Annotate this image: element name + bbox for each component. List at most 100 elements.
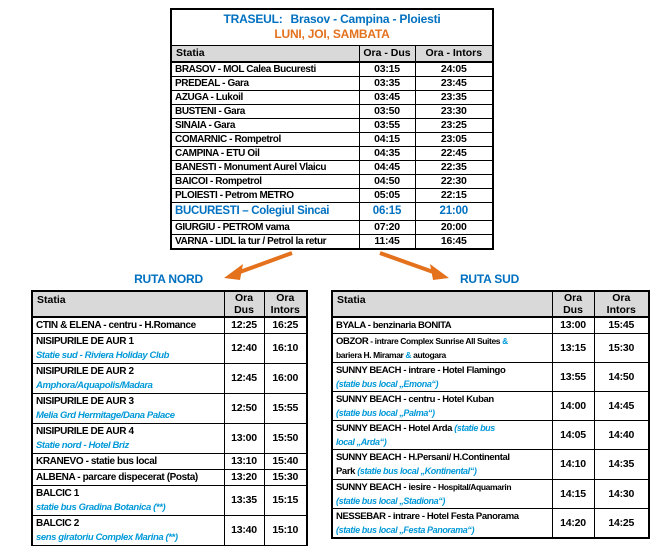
station-subtitle: (statie bus local „Kontinental“) — [357, 466, 477, 476]
dus-time: 03:55 — [358, 117, 416, 133]
header-line: Intors — [606, 304, 636, 316]
station-name: BALCIC 2 sens giratoriu Complex Marina (*… — [36, 516, 221, 545]
station-name: BAICOI - Rompetrol — [175, 175, 262, 187]
intors-time: 15:55 — [263, 392, 308, 424]
station-cell: BYALA - benzinaria BONITA — [331, 316, 553, 334]
station-cell: NESSEBAR - intrare - Hotel Festa Panoram… — [331, 507, 553, 538]
station-subtitle: (statie bus — [454, 422, 495, 433]
station-name: NISIPURILE DE AUR 3 Melia Grd Hermitage/D… — [36, 394, 221, 422]
table-row: BALCIC 1 statie bus Gradina Botanica (**)… — [31, 484, 308, 516]
station-name: SUNNY BEACH - iesire - Hospital/Aquamari… — [336, 480, 549, 507]
header-line: Dus — [234, 304, 254, 316]
dus-time: 07:20 — [358, 219, 416, 235]
dus-time: 14:20 — [551, 507, 595, 538]
station-text: NISIPURILE DE AUR 2 — [36, 365, 134, 377]
station-subtitle: (statie bus local „Festa Panorama“) — [336, 525, 475, 535]
station-text: SUNNY BEACH - iesire - — [336, 481, 439, 493]
station-cell: PREDEAL - Gara — [170, 75, 360, 91]
station-cell: BAICOI - Rompetrol — [170, 173, 360, 189]
station-name: AZUGA - Lukoil — [175, 91, 243, 103]
route-title-label: TRASEUL: — [223, 12, 283, 26]
table-row: ALBENA - parcare dispecerat (Posta) 13:20… — [31, 468, 308, 486]
table-row: NISIPURILE DE AUR 4 Statie nord - Hotel B… — [31, 422, 308, 454]
station-cell: BRASOV - MOL Calea Bucuresti — [170, 61, 360, 77]
table-row: PLOIESTI - Petrom METRO 05:05 22:15 — [170, 187, 494, 203]
station-text: Hospital/Aquamarin — [438, 481, 512, 492]
ruta-sud-title: RUTA SUD — [459, 272, 520, 286]
station-text: ALBENA - parcare dispecerat (Posta) — [36, 471, 198, 483]
header-line: Ora — [234, 292, 254, 304]
station-name: CAMPINA - ETU Oil — [175, 147, 260, 159]
intors-time: 14:35 — [593, 448, 650, 480]
station-cell: GIURGIU - PETROM vama — [170, 219, 360, 235]
station-cell: COMARNIC - Rompetrol — [170, 131, 360, 147]
ruta-nord-table-wrap: Statia Ora Dus Ora Intors CTIN & ELENA -… — [31, 290, 308, 546]
station-subtitle: Melia Grd Hermitage/Dana Palace — [36, 410, 175, 421]
station-subtitle: sens giratoriu Complex Marina (**) — [36, 532, 178, 543]
station-cell: SUNNY BEACH - Hotel Arda (statie bus loca… — [331, 419, 553, 450]
dus-time: 13:20 — [223, 468, 265, 486]
intors-time: 15:45 — [593, 316, 650, 334]
station-name: GIURGIU - PETROM vama — [175, 221, 290, 233]
dus-time: 04:35 — [358, 145, 416, 161]
intors-time: 16:10 — [263, 332, 308, 364]
dus-time: 12:50 — [223, 392, 265, 424]
dus-time: 14:05 — [551, 419, 595, 450]
station-name: KRANEVO - statie bus local — [36, 454, 221, 468]
station-name: OBZOR - intrare Complex Sunrise All Suit… — [336, 334, 549, 361]
station-cell: ALBENA - parcare dispecerat (Posta) — [31, 468, 225, 486]
intors-time: 20:00 — [414, 219, 494, 235]
dus-time: 13:10 — [223, 452, 265, 470]
table-row: CAMPINA - ETU Oil 04:35 22:45 — [170, 145, 494, 161]
station-text: & — [502, 335, 508, 346]
station-text: NISIPURILE DE AUR 4 — [36, 425, 134, 437]
station-text: NISIPURILE DE AUR 3 — [36, 395, 134, 407]
column-header-statia: Statia — [331, 290, 553, 318]
station-subtitle: statie bus Gradina Botanica (**) — [36, 502, 166, 513]
table-row-highlight: BUCURESTI – Colegiul Sincai 06:15 21:00 — [170, 201, 494, 221]
station-text: autogara — [411, 350, 446, 360]
intors-time: 15:10 — [263, 514, 308, 546]
dus-time: 13:00 — [551, 316, 595, 334]
table-row: NISIPURILE DE AUR 3 Melia Grd Hermitage/D… — [31, 392, 308, 424]
station-subtitle: Amphora/Aquapolis/Madara — [36, 380, 153, 391]
station-cell: OBZOR - intrare Complex Sunrise All Suit… — [331, 332, 553, 363]
intors-time: 23:25 — [414, 117, 494, 133]
table-row: PREDEAL - Gara 03:35 23:45 — [170, 75, 494, 91]
intors-time: 16:25 — [263, 316, 308, 334]
ruta-nord-title: RUTA NORD — [134, 272, 203, 286]
intors-time: 16:00 — [263, 362, 308, 394]
station-text: & — [405, 350, 412, 360]
main-timetable-table: TRASEUL: Brasov - Campina - Ploiesti LUNI… — [170, 8, 494, 250]
table-row: KRANEVO - statie bus local 13:10 15:40 — [31, 452, 308, 470]
station-name: BUCURESTI – Colegiul Sincai — [175, 204, 330, 217]
station-text: BALCIC 1 — [36, 487, 79, 499]
station-name: BANESTI - Monument Aurel Vlaicu — [175, 161, 327, 173]
station-cell: SUNNY BEACH - intrare - Hotel Flamingo (s… — [331, 361, 553, 392]
station-text: bariera H. Miramar — [336, 350, 406, 360]
header-line: Ora — [276, 292, 295, 304]
station-cell: NISIPURILE DE AUR 2 Amphora/Aquapolis/Mad… — [31, 362, 225, 394]
station-cell: CTIN & ELENA - centru - H.Romance — [31, 316, 225, 334]
table-row: SUNNY BEACH - iesire - Hospital/Aquamari… — [331, 478, 650, 509]
station-cell: NISIPURILE DE AUR 1 Statie sud - Riviera … — [31, 332, 225, 364]
table-row: NESSEBAR - intrare - Hotel Festa Panoram… — [331, 507, 650, 538]
station-cell: SINAIA - Gara — [170, 117, 360, 133]
station-name: BALCIC 1 statie bus Gradina Botanica (**) — [36, 486, 221, 514]
table-row: AZUGA - Lukoil 03:45 23:35 — [170, 89, 494, 105]
main-timetable: TRASEUL: Brasov - Campina - Ploiesti LUNI… — [170, 8, 494, 250]
intors-time: 16:45 — [414, 233, 494, 249]
column-header-ora-intors: Ora Intors — [593, 290, 650, 318]
table-row: VARNA - LIDL la tur / Petrol la retur 11:… — [170, 233, 494, 249]
dus-time: 03:50 — [358, 103, 416, 119]
station-text: NISIPURILE DE AUR 1 — [36, 335, 134, 347]
station-subtitle: (statie bus local „Stadiona“) — [336, 496, 445, 506]
header-line: Ora — [612, 292, 631, 304]
dus-time: 04:50 — [358, 173, 416, 189]
table-row: SUNNY BEACH - H.Persani/ H.Continental Pa… — [331, 448, 650, 480]
station-text: NESSEBAR - intrare - Hotel Festa Panoram… — [336, 510, 519, 522]
intors-time: 22:15 — [414, 187, 494, 203]
station-text: OBZOR — [336, 335, 369, 347]
station-subtitle: local „Arda“) — [336, 437, 387, 447]
intors-time: 14:50 — [593, 361, 650, 392]
